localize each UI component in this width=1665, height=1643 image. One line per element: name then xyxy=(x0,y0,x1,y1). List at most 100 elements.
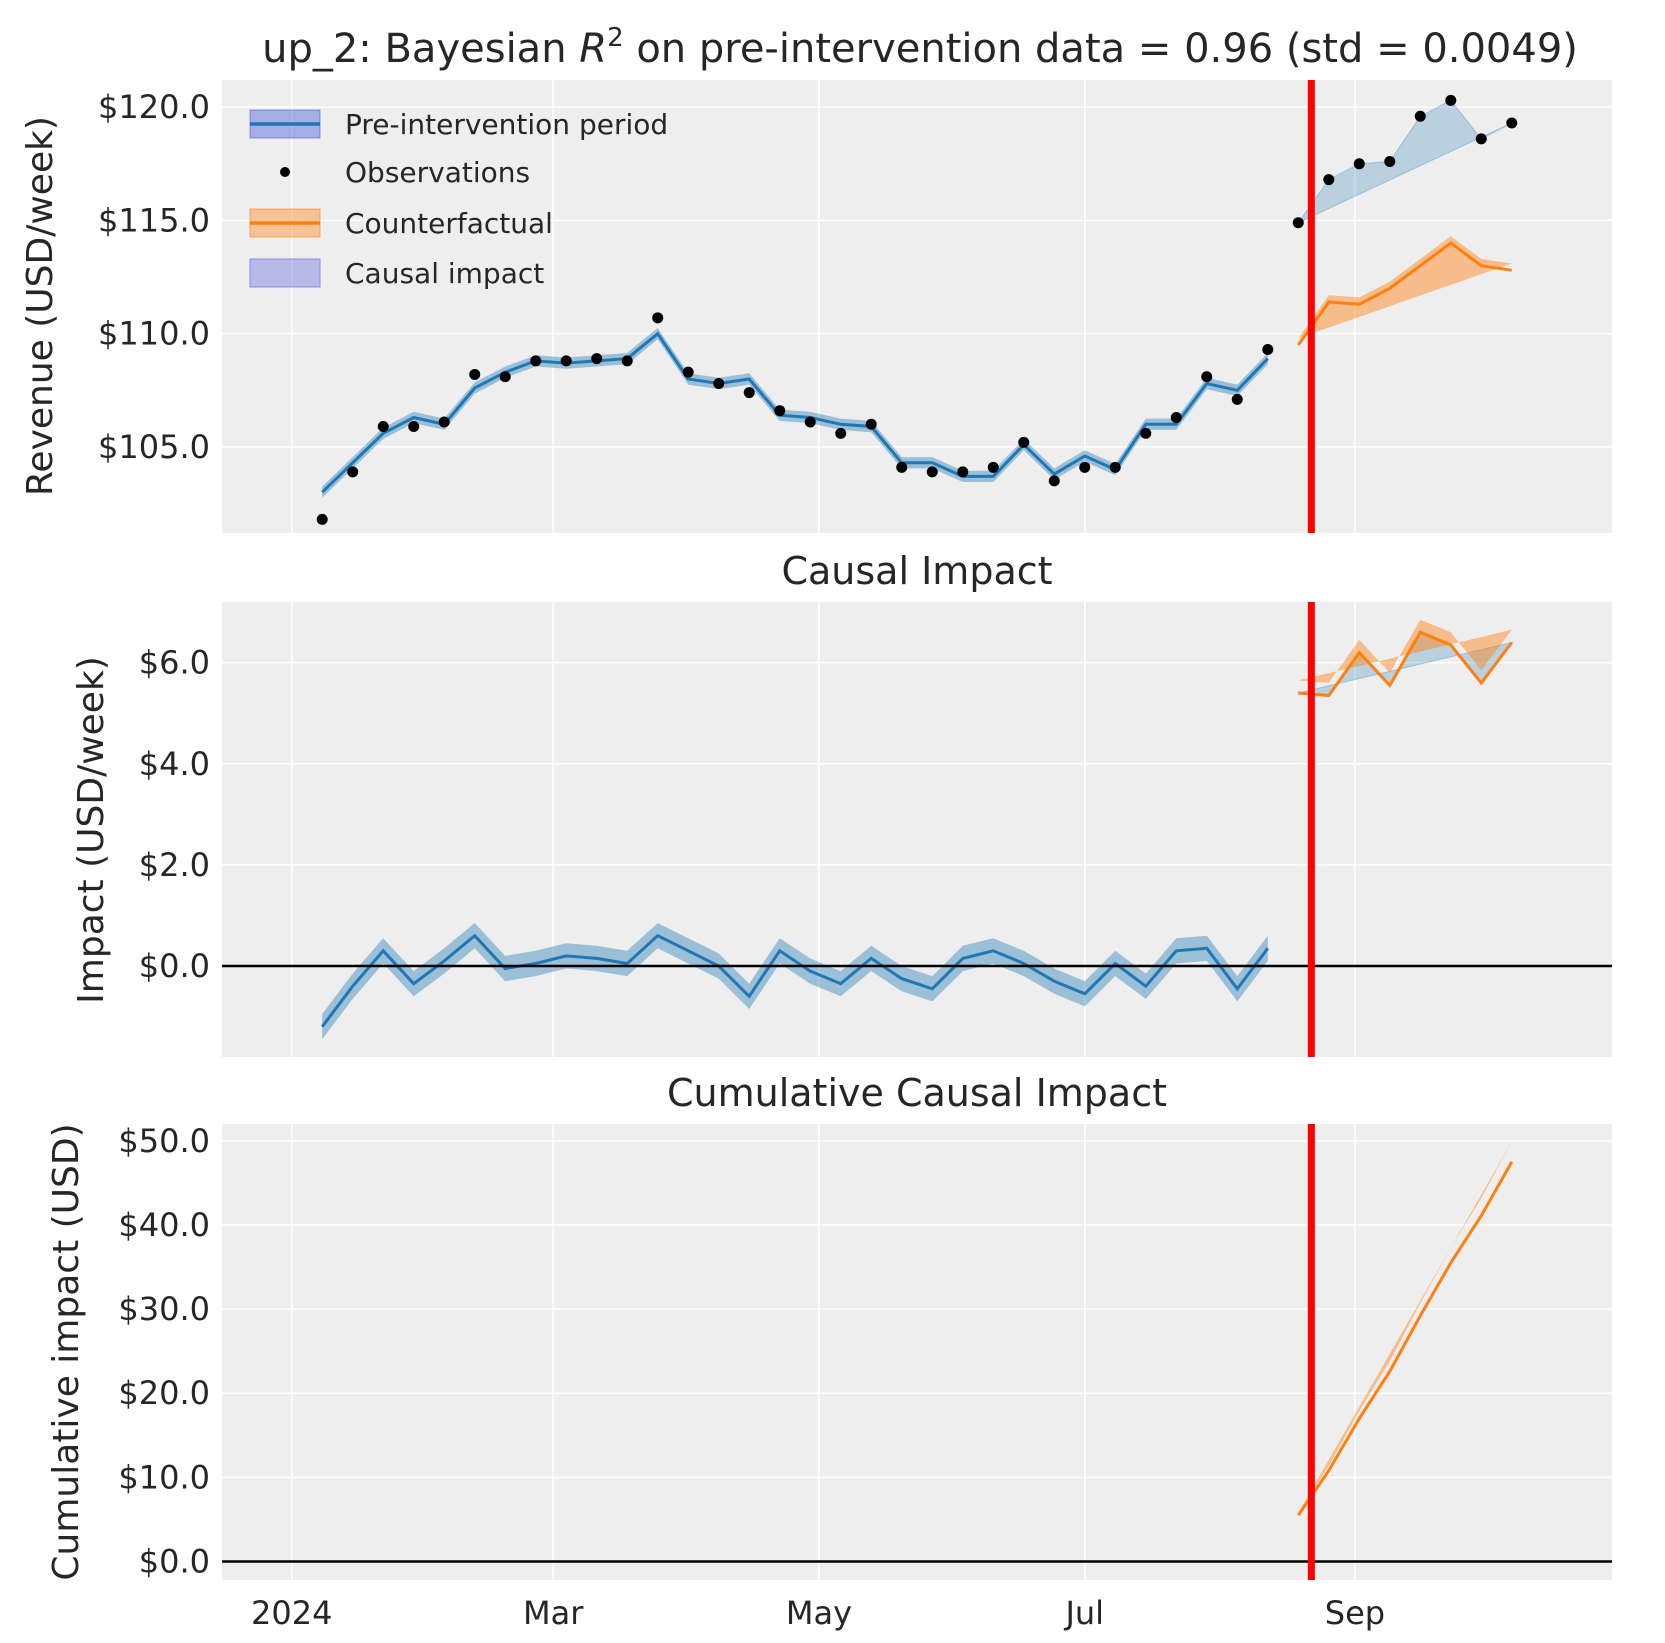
cumulative-y-label: Cumulative impact (USD) xyxy=(46,1123,87,1580)
title-superscript: 2 xyxy=(607,23,624,53)
observation-point xyxy=(377,421,389,433)
observation-point xyxy=(713,378,725,390)
revenue-y-label: Revenue (USD/week) xyxy=(20,116,61,496)
observation-point xyxy=(469,368,481,380)
x-axis-tick-labels: 2024 Mar May Jul Sep xyxy=(251,1594,1385,1632)
legend-label-counterfactual: Counterfactual xyxy=(345,207,553,240)
cumulative-y-tick-label: $20.0 xyxy=(118,1374,210,1412)
cumulative-y-tick-label: $30.0 xyxy=(118,1290,210,1328)
observation-point xyxy=(530,355,542,367)
observation-point xyxy=(1384,156,1396,168)
x-tick-label: Jul xyxy=(1063,1594,1104,1632)
impact-panel: Causal Impact $0.0 $2.0 $4.0 $6.0 Impact (U… xyxy=(71,549,1612,1057)
observation-point xyxy=(1231,393,1243,405)
observation-point xyxy=(682,366,694,378)
revenue-plot-area xyxy=(222,80,1612,533)
observation-point xyxy=(438,416,450,428)
revenue-series xyxy=(316,80,1518,533)
impact-y-tick-label: $2.0 xyxy=(139,846,210,884)
cumulative-panel: Cumulative Causal Impact $0.0$10.0$20.0$… xyxy=(46,1071,1612,1581)
observation-point xyxy=(1170,411,1182,423)
observation-point xyxy=(1201,371,1213,383)
observation-point xyxy=(316,513,328,525)
observation-point xyxy=(408,421,420,433)
x-tick-label: Mar xyxy=(523,1594,584,1632)
observation-point xyxy=(926,466,938,478)
x-tick-label: 2024 xyxy=(251,1594,332,1632)
title-math: R xyxy=(579,26,607,72)
revenue-y-tick-label: $105.0 xyxy=(98,428,210,466)
observation-point xyxy=(987,461,999,473)
observation-point xyxy=(652,312,664,324)
legend-label-causal-impact: Causal impact xyxy=(345,257,544,290)
revenue-y-tick-label: $115.0 xyxy=(98,201,210,239)
legend-label-observations: Observations xyxy=(345,156,530,189)
legend: Pre-intervention period Observations Cou… xyxy=(249,108,668,290)
observation-point xyxy=(835,427,847,439)
observation-point xyxy=(1140,427,1152,439)
cumulative-y-ticks: $0.0 $10.0 $20.0 $30.0 $40.0 $50.0 xyxy=(118,1122,210,1581)
legend-marker-observations xyxy=(280,167,290,177)
observation-point xyxy=(1292,217,1304,229)
x-tick-label: Sep xyxy=(1325,1594,1385,1632)
impact-series xyxy=(222,602,1612,1057)
observation-point xyxy=(347,466,359,478)
observation-point xyxy=(1048,475,1060,487)
revenue-y-tick-label: $110.0 xyxy=(98,315,210,353)
observation-point xyxy=(1079,461,1091,473)
impact-y-tick-label: $6.0 xyxy=(139,644,210,682)
cumulative-line xyxy=(1297,1161,1514,1517)
figure-title: up_2: Bayesian R2 on pre-intervention da… xyxy=(262,23,1578,72)
impact-subtitle: Causal Impact xyxy=(781,549,1052,593)
revenue-y-ticks: $105.0 $110.0 $115.0 $120.0 xyxy=(98,88,210,466)
observation-point xyxy=(591,353,603,365)
observation-point xyxy=(896,461,908,473)
observation-point xyxy=(957,466,969,478)
observation-point xyxy=(1109,461,1121,473)
cumulative-y-tick-label: $40.0 xyxy=(118,1206,210,1244)
cumulative-series xyxy=(222,1124,1612,1580)
impact-y-tick-label: $4.0 xyxy=(139,745,210,783)
impact-y-label: Impact (USD/week) xyxy=(71,656,112,1004)
observation-point xyxy=(804,416,816,428)
revenue-y-tick-label: $120.0 xyxy=(98,88,210,126)
counterfactual-line xyxy=(1297,241,1513,346)
title-prefix: up_2: Bayesian xyxy=(262,26,579,72)
observation-point xyxy=(499,371,511,383)
cumulative-y-tick-label: $50.0 xyxy=(118,1122,210,1160)
post-impact-line xyxy=(1298,630,1513,698)
impact-plot-area xyxy=(222,602,1612,1057)
cumulative-y-tick-label: $0.0 xyxy=(139,1542,210,1580)
observation-point xyxy=(1018,436,1030,448)
cumulative-subtitle: Cumulative Causal Impact xyxy=(667,1071,1167,1115)
observation-point xyxy=(1506,117,1518,129)
observation-point xyxy=(1414,110,1426,122)
revenue-fit-band xyxy=(322,328,1268,498)
observation-point xyxy=(774,405,786,417)
observation-point xyxy=(1475,133,1487,145)
pre-impact-band xyxy=(322,923,1268,1040)
x-tick-label: May xyxy=(786,1594,852,1632)
observation-point xyxy=(560,355,572,367)
cumulative-plot-area xyxy=(222,1124,1612,1580)
legend-swatch-causal-impact xyxy=(249,258,321,288)
cumulative-y-tick-label: $10.0 xyxy=(118,1458,210,1496)
revenue-panel: $105.0 $110.0 $115.0 $120.0 Revenue (USD/we… xyxy=(20,80,1612,533)
title-suffix: on pre-intervention data = 0.96 (std = 0… xyxy=(624,26,1578,72)
impact-y-tick-label: $0.0 xyxy=(139,947,210,985)
observation-point xyxy=(1323,174,1335,186)
counterfactual-band xyxy=(1298,236,1512,339)
pre-impact-line xyxy=(321,933,1269,1028)
cumulative-band xyxy=(1298,1141,1512,1513)
revenue-grid xyxy=(222,80,1612,533)
observation-point xyxy=(621,355,633,367)
observation-point xyxy=(1445,94,1457,106)
observation-point xyxy=(1353,158,1365,170)
impact-y-ticks: $0.0 $2.0 $4.0 $6.0 xyxy=(139,644,210,985)
legend-label-pre-intervention: Pre-intervention period xyxy=(345,108,668,141)
observation-point xyxy=(743,387,755,399)
post-impact-band xyxy=(1298,619,1512,683)
observation-point xyxy=(865,418,877,430)
observation-point xyxy=(1262,344,1274,356)
